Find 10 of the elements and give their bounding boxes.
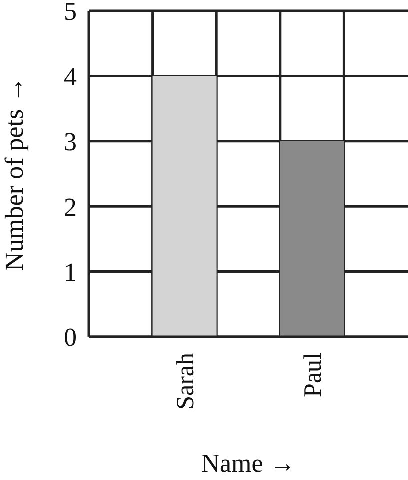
y-tick-label: 0 — [64, 323, 77, 352]
y-tick-label: 2 — [64, 192, 77, 222]
x-tick-label: Sarah — [172, 352, 200, 410]
y-axis-title: Number of pets → — [0, 76, 30, 272]
x-axis-title: Name → — [201, 449, 296, 478]
y-tick-label: 5 — [64, 0, 77, 26]
x-tick-label: Paul — [300, 352, 328, 398]
y-tick-label: 4 — [64, 62, 77, 92]
y-tick-label: 3 — [64, 128, 77, 157]
y-tick-label: 1 — [64, 258, 77, 288]
